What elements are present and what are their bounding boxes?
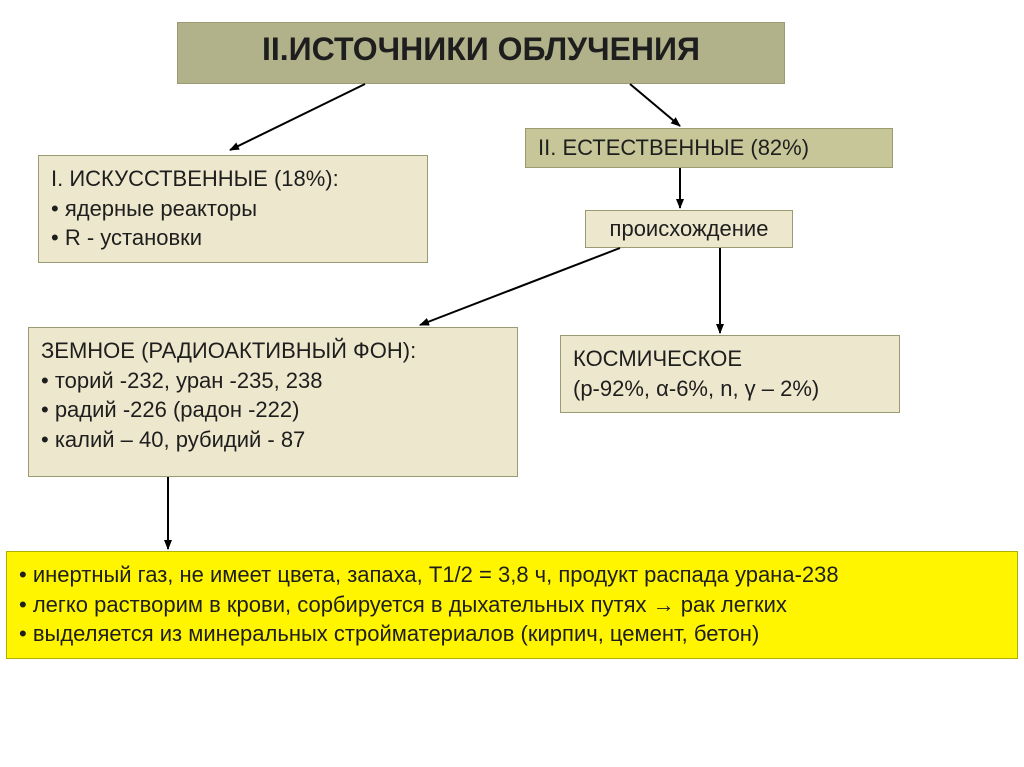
terrestrial-bullets: • торий -232, уран -235, 238• радий -226… [41,366,505,455]
radon-bullets: • инертный газ, не имеет цвета, запаха, … [19,560,1005,649]
bullet-item: • R - установки [51,223,415,253]
bullet-item: • торий -232, уран -235, 238 [41,366,505,396]
bullet-item: • ядерные реакторы [51,194,415,224]
natural-sources-box: II. ЕСТЕСТВЕННЫЕ (82%) [525,128,893,168]
origin-text: происхождение [610,216,769,242]
flow-arrow [230,84,365,150]
bullet-item: • инертный газ, не имеет цвета, запаха, … [19,560,1005,590]
title-text: II.ИСТОЧНИКИ ОБЛУЧЕНИЯ [262,31,700,67]
bullet-item: • легко растворим в крови, сорбируется в… [19,590,1005,620]
terrestrial-box: ЗЕМНОЕ (РАДИОАКТИВНЫЙ ФОН): • торий -232… [28,327,518,477]
bullet-item: • калий – 40, рубидий - 87 [41,425,505,455]
bullet-item: • радий -226 (радон -222) [41,395,505,425]
artificial-bullets: • ядерные реакторы• R - установки [51,194,415,253]
cosmic-line: КОСМИЧЕСКОЕ [573,344,887,374]
natural-text: II. ЕСТЕСТВЕННЫЕ (82%) [538,135,809,161]
flow-arrow [630,84,680,126]
terrestrial-heading: ЗЕМНОЕ (РАДИОАКТИВНЫЙ ФОН): [41,336,505,366]
origin-box: происхождение [585,210,793,248]
bullet-item: • выделяется из минеральных стройматериа… [19,619,1005,649]
title-box: II.ИСТОЧНИКИ ОБЛУЧЕНИЯ [177,22,785,84]
radon-details-box: • инертный газ, не имеет цвета, запаха, … [6,551,1018,659]
artificial-heading: I. ИСКУССТВЕННЫЕ (18%): [51,164,415,194]
cosmic-box: КОСМИЧЕСКОЕ(p-92%, α-6%, n, γ – 2%) [560,335,900,413]
flow-arrow [420,248,620,325]
cosmic-line: (p-92%, α-6%, n, γ – 2%) [573,374,887,404]
cosmic-lines: КОСМИЧЕСКОЕ(p-92%, α-6%, n, γ – 2%) [573,344,887,403]
artificial-sources-box: I. ИСКУССТВЕННЫЕ (18%): • ядерные реакто… [38,155,428,263]
